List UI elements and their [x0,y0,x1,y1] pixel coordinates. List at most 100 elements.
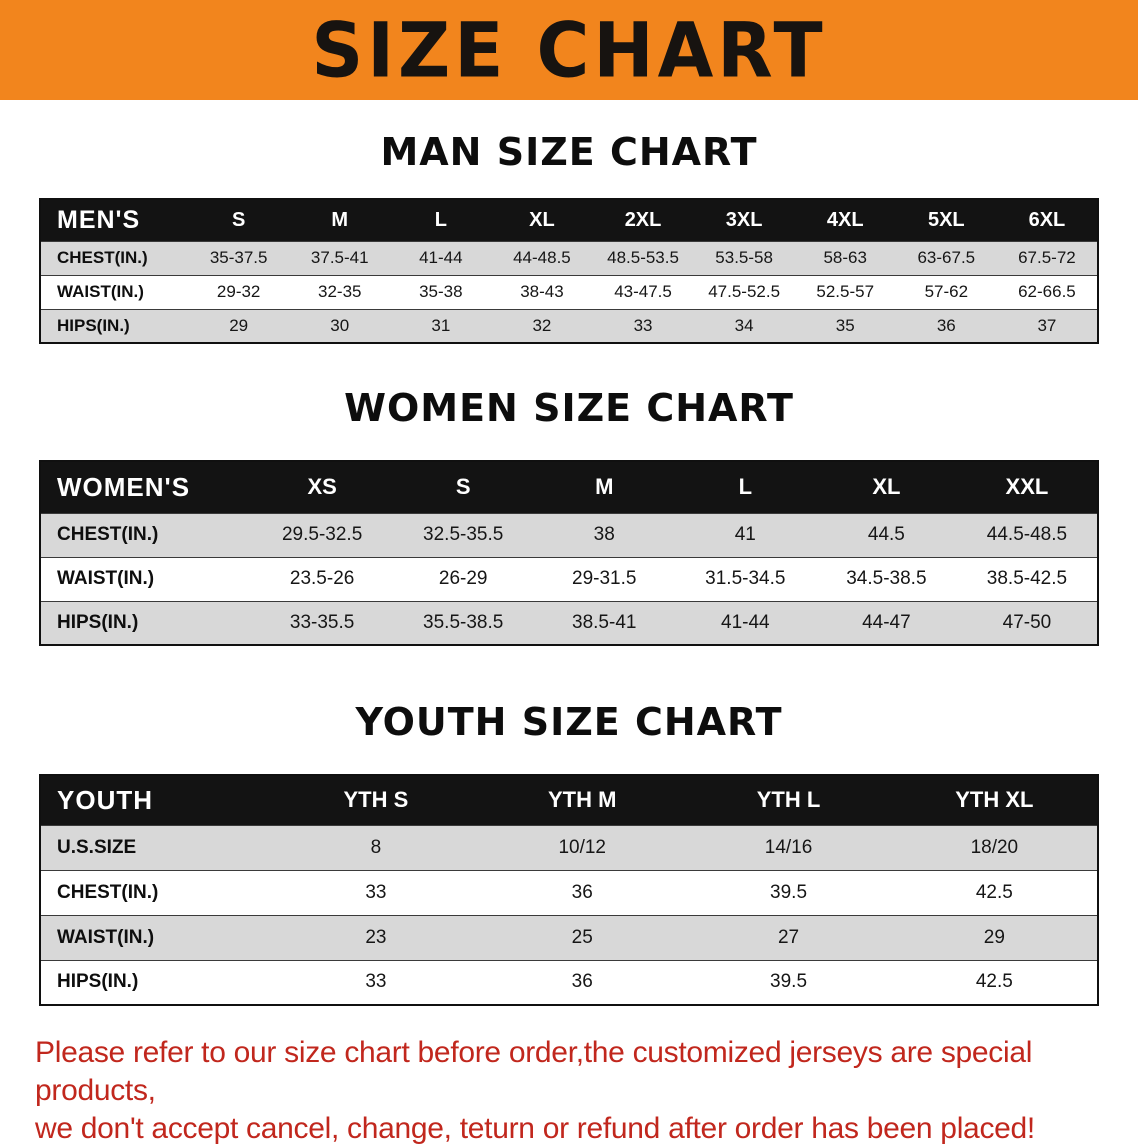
measurement-value: 36 [571,971,593,993]
size-column-header: YTH M [479,775,686,825]
measurement-value: 44-47 [862,611,911,633]
measurement-label: HIPS(IN.) [57,971,139,993]
size-column-header: XL [815,461,957,513]
measurement-row: WAIST(IN.) 23 25 27 29 [40,915,1098,960]
measurement-value: 62-66.5 [1018,282,1076,301]
measurement-label: CHEST(IN.) [57,881,159,903]
size-column-header: XS [251,461,393,513]
measurement-value: 67.5-72 [1018,248,1076,267]
measurement-value: 42.5 [975,971,1013,993]
disclaimer-line-1: Please refer to our size chart before or… [35,1036,1033,1107]
measurement-value: 37 [1037,315,1057,335]
measurement-value: 39.5 [770,971,808,993]
measurement-value: 47.5-52.5 [708,282,781,301]
size-column-header: 6XL [996,199,1098,241]
measurement-value: 29-32 [216,282,261,301]
measurement-value: 44.5 [867,524,905,545]
measurement-value: 35 [835,315,855,335]
size-column-header: L [390,199,492,241]
size-column-header: YTH S [272,775,480,825]
measurement-value: 25 [571,926,593,948]
measurement-value: 34 [734,315,754,335]
measurement-value: 32.5-35.5 [423,524,504,545]
measurement-value: 48.5-53.5 [607,248,679,267]
measurement-row: U.S.SIZE 8 10/12 14/16 18/20 [40,825,1098,870]
measurement-label: HIPS(IN.) [57,315,130,335]
measurement-value: 33 [365,881,387,903]
measurement-value: 34.5-38.5 [846,568,927,589]
measurement-value: 14/16 [764,836,813,858]
page-title: SIZE CHART [311,5,827,95]
measurement-value: 31.5-34.5 [705,568,786,589]
size-column-header: XXL [956,461,1098,513]
measurement-value: 38 [593,524,615,545]
size-column-header: 2XL [592,199,694,241]
measurement-value: 47-50 [1002,611,1052,633]
measurement-label: WAIST(IN.) [57,568,155,589]
measurement-value: 31 [431,315,451,335]
measurement-value: 23 [365,926,387,948]
size-table-header-row: MEN'S S M L XL 2XL 3XL 4XL 5XL 6XL [40,199,1098,241]
measurement-value: 41 [734,524,756,545]
table-group-label: YOUTH [40,775,273,825]
measurement-label: CHEST(IN.) [57,248,148,267]
size-column-header: 5XL [895,199,997,241]
measurement-row: CHEST(IN.) 33 36 39.5 42.5 [40,870,1098,915]
measurement-value: 30 [330,315,350,335]
measurement-value: 37.5-41 [310,248,369,267]
measurement-value: 63-67.5 [917,248,976,267]
measurement-value: 8 [370,836,382,858]
youth-size-table: YOUTH YTH S YTH M YTH L YTH XL U.S.SIZE 8 10/12… [39,774,1099,1006]
measurement-value: 26-29 [438,568,488,589]
table-group-label: MEN'S [40,199,189,241]
measurement-value: 36 [571,881,593,903]
measurement-value: 29 [229,315,249,335]
measurement-label: WAIST(IN.) [57,926,155,948]
measurement-row: HIPS(IN.) 33-35.5 35.5-38.5 38.5-41 41-44 44-… [40,601,1098,645]
measurement-value: 29-31.5 [572,568,637,589]
measurement-value: 36 [936,315,956,335]
youth-size-section: YOUTH SIZE CHART YOUTH YTH S YTH M YTH L YTH… [0,700,1138,1006]
size-column-header: XL [491,199,593,241]
size-column-header: L [674,461,816,513]
measurement-row: CHEST(IN.) 29.5-32.5 32.5-35.5 38 41 44.5 44.5… [40,513,1098,557]
measurement-value: 23.5-26 [289,568,355,589]
measurement-value: 32-35 [318,282,362,301]
measurement-value: 38.5-41 [572,611,637,633]
size-column-header: YTH L [685,775,892,825]
size-column-header: M [289,199,391,241]
measurement-value: 33 [633,315,653,335]
measurement-value: 44.5-48.5 [986,524,1068,545]
measurement-value: 32 [532,315,552,335]
measurement-value: 10/12 [558,836,606,858]
disclaimer-line-2: we don't accept cancel, change, teturn o… [35,1112,1035,1145]
measurement-value: 52.5-57 [816,282,875,301]
women-size-section: WOMEN SIZE CHART WOMEN'S XS S M L XL XXL CHEST(… [0,386,1138,646]
measurement-row: HIPS(IN.) 33 36 39.5 42.5 [40,960,1098,1005]
measurement-row: CHEST(IN.) 35-37.5 37.5-41 41-44 44-48.5 48.5… [40,241,1098,275]
size-column-header: 3XL [693,199,795,241]
men-section-heading: MAN SIZE CHART [380,130,758,174]
men-size-section: MAN SIZE CHART MEN'S S M L XL 2XL 3XL 4XL 5XL 6XL… [0,130,1138,344]
measurement-value: 43-47.5 [614,282,672,301]
size-column-header: S [392,461,534,513]
measurement-label: HIPS(IN.) [57,611,139,633]
measurement-value: 27 [777,926,800,948]
measurement-row: WAIST(IN.) 23.5-26 26-29 29-31.5 31.5-34.5 34… [40,557,1098,601]
measurement-label: CHEST(IN.) [57,524,159,545]
measurement-value: 38.5-42.5 [986,568,1068,589]
measurement-value: 39.5 [770,881,808,903]
measurement-value: 33-35.5 [289,611,355,633]
measurement-value: 29 [983,926,1005,948]
youth-section-heading: YOUTH SIZE CHART [355,700,783,744]
size-column-header: YTH XL [891,775,1098,825]
measurement-value: 41-44 [419,248,463,267]
size-table-header-row: WOMEN'S XS S M L XL XXL [40,461,1098,513]
measurement-value: 41-44 [721,611,770,633]
measurement-value: 33 [365,971,387,993]
size-table-header-row: YOUTH YTH S YTH M YTH L YTH XL [40,775,1098,825]
size-column-header: M [533,461,675,513]
size-column-header: 4XL [794,199,896,241]
measurement-value: 38-43 [520,282,564,301]
